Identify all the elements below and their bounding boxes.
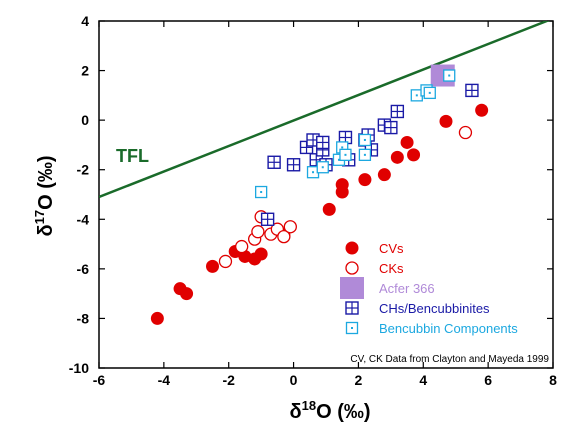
y-axis-title-symbol: δ (35, 224, 57, 236)
point-chs-bencubbinites (390, 104, 405, 119)
x-axis-title: δ18O (‰) (289, 398, 370, 423)
point-cvs (358, 173, 372, 187)
point-bencubbin-components (358, 148, 372, 161)
point-cvs (407, 148, 421, 162)
point-bencubbin-components (358, 133, 372, 147)
y-tick-label: 0 (81, 112, 89, 128)
y-tick-label: 2 (81, 63, 89, 79)
point-bencubbin-components (316, 161, 329, 174)
point-cvs (475, 103, 489, 117)
y-axis-title-rest: O (‰) (35, 155, 57, 209)
point-cks (277, 229, 291, 244)
x-tick-label: 2 (355, 372, 363, 388)
legend-label-cks: CKs (379, 261, 404, 276)
legend-marker-cvs (345, 241, 359, 255)
x-axis-title-superscript: 18 (302, 398, 316, 413)
legend-marker-chs-bencubbinites (345, 301, 359, 315)
point-chs-bencubbinites (260, 212, 275, 226)
point-cks (251, 225, 265, 239)
data-points (150, 64, 489, 325)
y-tick-label: -4 (77, 211, 90, 227)
point-cvs (335, 178, 349, 192)
legend-label-chs-bencubbinites: CHs/Bencubbinites (379, 301, 490, 316)
point-cvs (439, 114, 453, 128)
y-tick-label: -6 (77, 261, 90, 277)
legend-marker-acfer-366 (340, 277, 364, 299)
legend-label-bencubbin-components: Bencubbin Components (379, 321, 518, 336)
point-cvs (377, 168, 391, 182)
tfl-reference-line (99, 21, 551, 199)
point-cvs (238, 249, 252, 263)
point-cvs (322, 202, 336, 216)
x-tick-label: -2 (222, 372, 235, 388)
point-cvs (400, 135, 414, 149)
point-cks (235, 239, 249, 254)
x-axis-title-symbol: δ (289, 401, 301, 423)
y-tick-label: -2 (77, 162, 90, 178)
point-cvs (390, 150, 404, 164)
point-bencubbin-components (423, 86, 436, 100)
y-axis-title: δ17O (‰) (32, 155, 57, 236)
x-tick-label: 4 (419, 372, 427, 388)
point-cvs (206, 259, 219, 273)
point-chs-bencubbinites (364, 143, 379, 157)
point-cks (283, 220, 297, 234)
point-cvs (150, 311, 164, 325)
x-tick-label: 0 (290, 372, 298, 388)
y-tick-label: -8 (77, 310, 90, 326)
legend: CVs CKs Acfer 366 CHs/Bencubbinites Bencubbi… (340, 241, 518, 336)
point-chs-bencubbinites (286, 158, 301, 172)
tfl-label: TFL (116, 146, 149, 166)
x-tick-label: 6 (484, 372, 492, 388)
legend-label-cvs: CVs (379, 241, 404, 256)
x-axis: -6 -4 -2 0 2 4 6 8 (93, 21, 557, 388)
point-chs-bencubbinites (267, 155, 281, 169)
point-chs-bencubbinites (465, 83, 479, 98)
point-cvs (254, 247, 268, 261)
x-tick-label: 8 (549, 372, 557, 388)
point-chs-bencubbinites (384, 120, 398, 135)
source-note: CV, CK Data from Clayton and Mayeda 1999 (350, 354, 549, 365)
point-chs-bencubbinites (316, 135, 330, 150)
legend-marker-bencubbin-components (345, 321, 359, 335)
point-bencubbin-components (443, 69, 456, 82)
x-axis-title-rest: O (‰) (316, 401, 370, 423)
point-cks (458, 125, 473, 140)
legend-marker-cks (345, 261, 359, 275)
y-tick-label: -10 (69, 360, 89, 376)
y-axis: -10 -8 -6 -4 -2 0 2 4 (69, 13, 553, 376)
y-axis-title-superscript: 17 (32, 210, 47, 224)
point-cvs (180, 287, 194, 301)
point-bencubbin-components (254, 185, 268, 199)
y-tick-label: 4 (81, 13, 89, 29)
x-tick-label: -6 (93, 372, 106, 388)
x-tick-label: -4 (158, 372, 171, 388)
point-bencubbin-components (339, 148, 352, 161)
point-cks (218, 254, 233, 269)
plot-frame (98, 20, 554, 369)
legend-label-acfer-366: Acfer 366 (379, 281, 435, 296)
